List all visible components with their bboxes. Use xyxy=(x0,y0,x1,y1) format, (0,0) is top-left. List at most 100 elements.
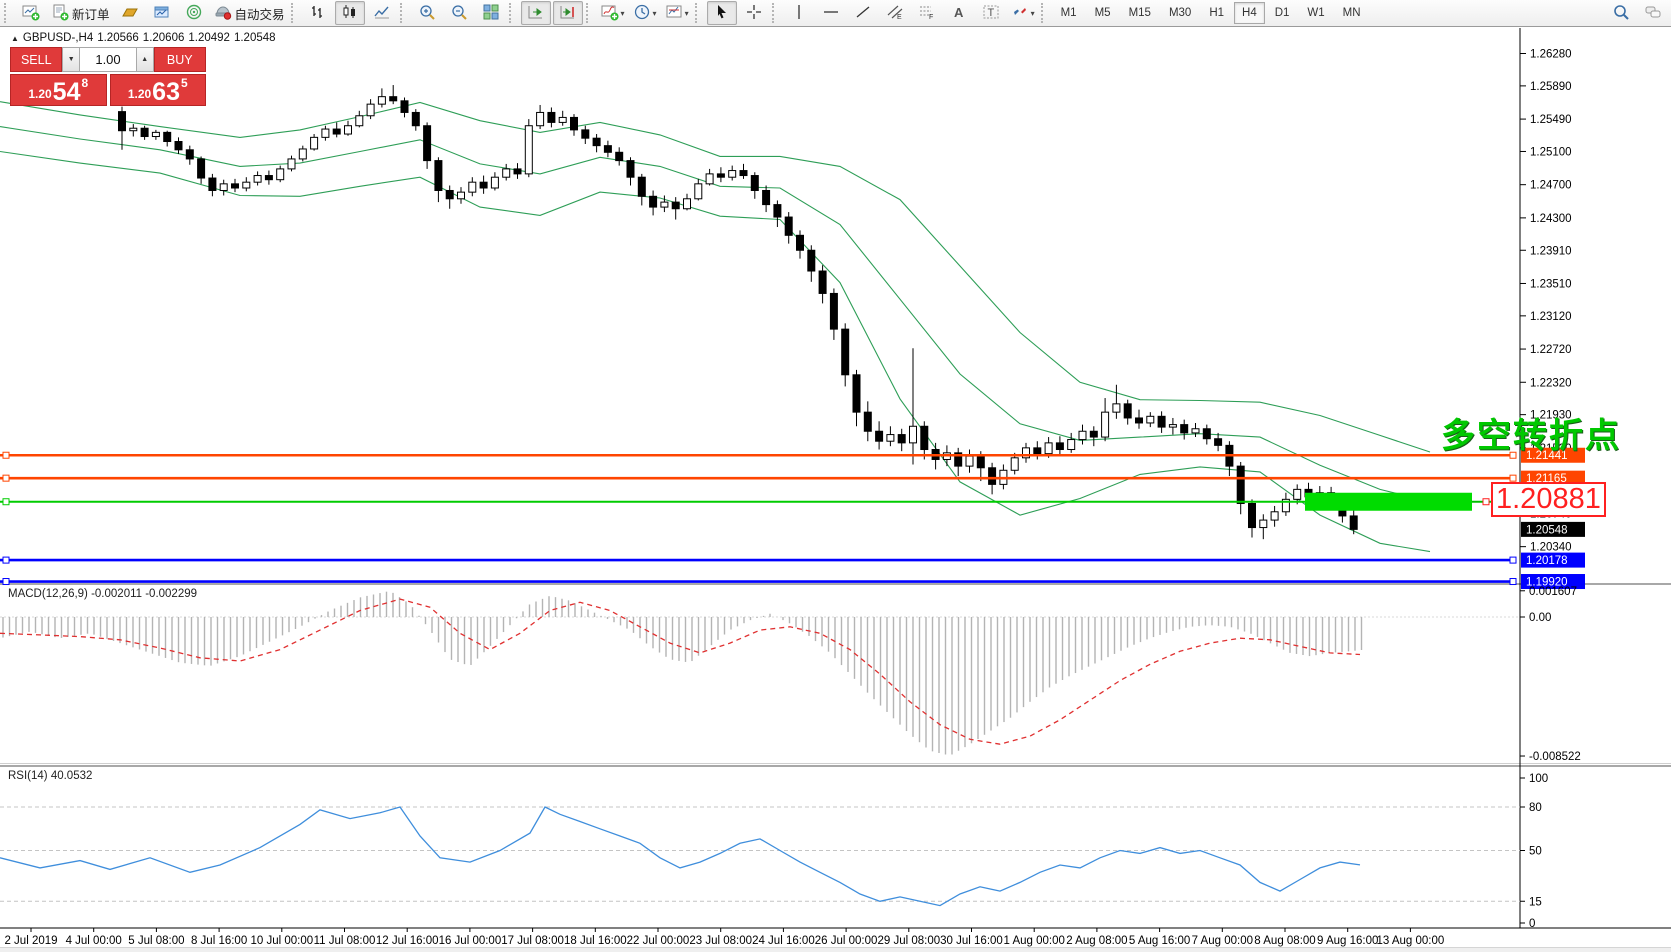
auto-trading-icon xyxy=(214,3,232,24)
new-order-button[interactable]: 新订单 xyxy=(48,1,113,25)
svg-text:0.00: 0.00 xyxy=(1529,612,1551,624)
cursor-button[interactable] xyxy=(706,1,737,25)
auto-trading-button[interactable]: 自动交易 xyxy=(211,1,288,25)
equidistant-channel-button[interactable]: E xyxy=(880,1,910,25)
hline-1.21165[interactable] xyxy=(0,474,1517,482)
tf-m15-label: M15 xyxy=(1128,7,1151,19)
zoom-in-button[interactable] xyxy=(412,1,442,25)
tf-m15-button[interactable]: M15 xyxy=(1121,2,1159,24)
svg-text:1.21441: 1.21441 xyxy=(1526,450,1568,462)
toolbar-grip xyxy=(4,3,13,23)
horizontal-line-button[interactable] xyxy=(816,1,846,25)
buy-price-pip: 5 xyxy=(180,76,188,90)
community-button[interactable] xyxy=(1638,1,1668,25)
callout-anchor[interactable] xyxy=(1482,498,1490,506)
text-button[interactable]: A xyxy=(944,1,974,25)
periods-button[interactable]: ▾ xyxy=(630,1,660,25)
tf-w1-button[interactable]: W1 xyxy=(1299,2,1332,24)
buy-button[interactable]: BUY xyxy=(153,47,206,72)
hline-1.20178[interactable] xyxy=(0,556,1517,564)
indicators-button[interactable]: ▾ xyxy=(598,1,628,25)
svg-text:1.23510: 1.23510 xyxy=(1530,278,1572,290)
sell-price-prefix: 1.20 xyxy=(28,87,52,101)
svg-text:T: T xyxy=(987,7,994,19)
zoom-out-button[interactable] xyxy=(444,1,474,25)
sell-price-main: 54 xyxy=(52,78,81,106)
svg-text:1.20340: 1.20340 xyxy=(1530,542,1572,554)
price-callout-label[interactable]: 1.20881 xyxy=(1491,482,1606,517)
crosshair-button[interactable] xyxy=(739,1,769,25)
volume-input[interactable] xyxy=(80,47,136,72)
sell-button[interactable]: SELL xyxy=(10,47,63,72)
signals-button[interactable] xyxy=(179,1,209,25)
volume-up-button[interactable]: ▲ xyxy=(136,47,154,72)
arrows-button[interactable]: ▾ xyxy=(1008,1,1038,25)
hline-1.19920[interactable] xyxy=(0,578,1517,586)
chevron-down-icon[interactable]: ▾ xyxy=(684,8,689,18)
chevron-down-icon[interactable]: ▾ xyxy=(620,8,625,18)
line-chart-button[interactable] xyxy=(367,1,397,25)
tf-d1-button[interactable]: D1 xyxy=(1267,2,1298,24)
auto-scroll-button[interactable] xyxy=(520,1,551,25)
support-zone-rect[interactable] xyxy=(1305,492,1490,511)
svg-text:1.22320: 1.22320 xyxy=(1530,377,1572,389)
trendline-button[interactable] xyxy=(848,1,878,25)
tf-d1-label: D1 xyxy=(1274,7,1290,19)
bar-chart-button[interactable] xyxy=(303,1,333,25)
tf-m1-button[interactable]: M1 xyxy=(1053,2,1085,24)
candle-chart-button[interactable] xyxy=(334,1,365,25)
chevron-down-icon[interactable]: ▾ xyxy=(652,8,657,18)
panel-collapse-icon[interactable]: ▲ xyxy=(11,34,19,43)
rsi-indicator-label: RSI(14) 40.0532 xyxy=(8,770,93,782)
volume-down-button[interactable]: ▼ xyxy=(62,47,80,72)
ohlc-close: 1.20548 xyxy=(233,32,276,44)
tf-h4-button[interactable]: H4 xyxy=(1234,2,1265,24)
macd-panel xyxy=(0,591,1363,755)
sell-price-pip: 8 xyxy=(81,76,89,90)
templates-button[interactable]: ▾ xyxy=(662,1,692,25)
chevron-down-icon[interactable]: ▾ xyxy=(1030,8,1035,18)
price-label-1.20548: 1.20548 xyxy=(1521,521,1585,537)
svg-text:10 Jul 00:00: 10 Jul 00:00 xyxy=(250,935,313,947)
svg-text:12 Jul 16:00: 12 Jul 16:00 xyxy=(376,935,439,947)
svg-text:1.20548: 1.20548 xyxy=(1526,524,1568,536)
hline-1.21441[interactable] xyxy=(0,451,1517,459)
tile-windows-button[interactable] xyxy=(476,1,506,25)
charts-window-button[interactable] xyxy=(147,1,177,25)
tf-h1-button[interactable]: H1 xyxy=(1201,2,1232,24)
tf-mn-label: MN xyxy=(1342,7,1361,19)
svg-text:1.22720: 1.22720 xyxy=(1530,344,1572,356)
new-chart-button[interactable] xyxy=(16,1,46,25)
time-axis[interactable]: 2 Jul 2019 4 Jul 00:00 5 Jul 08:00 8 Jul 16… xyxy=(4,928,1444,947)
svg-text:1.19920: 1.19920 xyxy=(1526,577,1568,589)
vertical-line-button[interactable] xyxy=(784,1,814,25)
main-toolbar: 新订单 自动交易 ▾ ▾ ▾ E F A T ▾ M1 M5 M15 M30 H1 H4 D1 W1 MN xyxy=(0,0,1671,27)
search-icon xyxy=(1612,3,1630,24)
tf-mn-button[interactable]: MN xyxy=(1335,2,1369,24)
toolbar-grip xyxy=(508,3,518,23)
tf-m5-button[interactable]: M5 xyxy=(1087,2,1119,24)
tf-m30-button[interactable]: M30 xyxy=(1161,2,1199,24)
new-order-label: 新订单 xyxy=(72,7,110,22)
macd-indicator-label: MACD(12,26,9) -0.002011 -0.002299 xyxy=(8,588,198,600)
ohlc-low: 1.20492 xyxy=(188,32,230,44)
svg-text:-0.008522: -0.008522 xyxy=(1529,751,1581,763)
sell-quote[interactable]: 1.20 54 8 xyxy=(10,74,107,106)
profiles-button[interactable] xyxy=(115,1,145,25)
svg-text:8 Aug 08:00: 8 Aug 08:00 xyxy=(1254,935,1315,947)
toolbar-grip xyxy=(585,3,595,23)
bollinger-lower xyxy=(0,150,1431,553)
buy-quote[interactable]: 1.20 63 5 xyxy=(109,74,206,106)
svg-text:1.26280: 1.26280 xyxy=(1530,49,1572,61)
svg-text:24 Jul 16:00: 24 Jul 16:00 xyxy=(752,935,815,947)
status-strip xyxy=(0,947,1671,952)
text-label-button[interactable]: T xyxy=(976,1,1006,25)
svg-text:9 Aug 16:00: 9 Aug 16:00 xyxy=(1317,935,1378,947)
fibonacci-button[interactable]: F xyxy=(912,1,942,25)
chart-shift-button[interactable] xyxy=(552,1,583,25)
turning-point-annotation[interactable]: 多空转折点 xyxy=(1441,417,1621,455)
search-button[interactable] xyxy=(1606,1,1636,25)
bar-chart-icon xyxy=(309,3,327,24)
